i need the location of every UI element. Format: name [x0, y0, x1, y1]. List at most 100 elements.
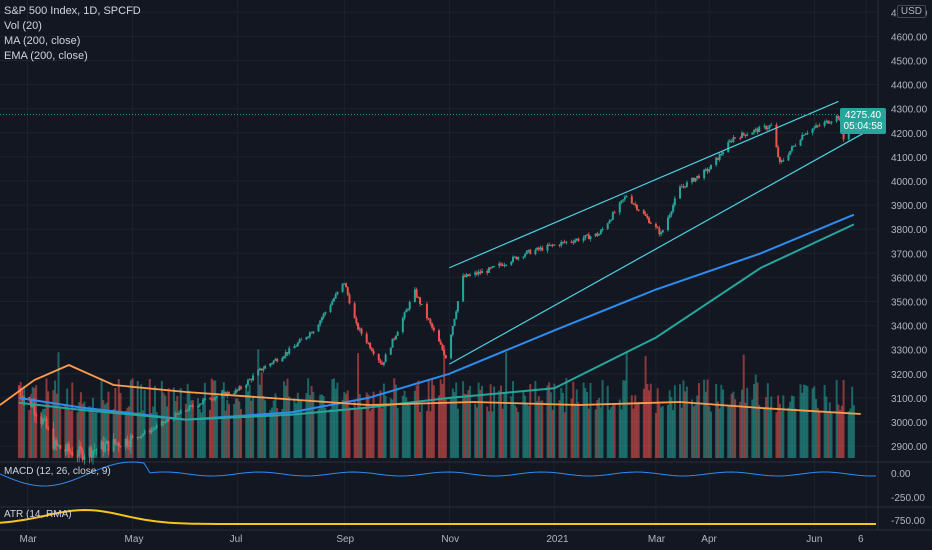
candle-body	[539, 247, 542, 250]
candle-body	[281, 358, 284, 362]
indicator-vol[interactable]: Vol (20)	[4, 20, 42, 32]
volume-bar	[281, 408, 284, 458]
volume-bar	[439, 379, 442, 458]
candle-body	[283, 356, 286, 359]
volume-bar	[694, 404, 697, 458]
y-tick-label: 3000.00	[891, 418, 928, 429]
volume-bar	[54, 380, 57, 458]
candle-body	[498, 263, 501, 267]
macd-label[interactable]: MACD (12, 26, close, 9)	[4, 466, 111, 477]
candle-body	[83, 456, 86, 460]
volume-bar	[209, 409, 212, 458]
candle-body	[172, 419, 175, 421]
volume-bar	[102, 400, 105, 458]
candle-body	[787, 154, 790, 161]
candle-body	[102, 441, 105, 452]
volume-bar	[283, 381, 286, 458]
channel-upper-line	[449, 100, 839, 269]
volume-bar	[770, 396, 773, 458]
candle-body	[685, 182, 688, 188]
symbol-title[interactable]: S&P 500 Index, 1D, SPCFD	[4, 5, 141, 17]
candle-body	[396, 332, 399, 336]
volume-bar	[40, 411, 43, 458]
volume-bar	[782, 395, 785, 458]
volume-bar	[67, 409, 70, 458]
volume-bar	[381, 408, 384, 458]
volume-bar	[413, 390, 416, 458]
volume-bar	[524, 395, 527, 458]
volume-bar	[66, 388, 69, 458]
candle-body	[365, 333, 368, 343]
candle-body	[818, 125, 821, 127]
candle-body	[744, 134, 747, 136]
candle-body	[565, 241, 568, 243]
atr-label[interactable]: ATR (14, RMA)	[4, 509, 72, 520]
volume-bar	[379, 390, 382, 458]
indicator-ma[interactable]: MA (200, close)	[4, 35, 81, 47]
candle-body	[212, 399, 215, 401]
candle-body	[475, 272, 478, 275]
last-price: 4275.40	[844, 110, 882, 121]
volume-bar	[481, 385, 484, 458]
volume-bar	[666, 404, 669, 458]
x-tick-label: 2021	[546, 534, 569, 545]
volume-bar	[119, 393, 122, 458]
volume-bar	[565, 378, 568, 458]
candle-body	[792, 145, 795, 147]
volume-bar	[467, 390, 470, 458]
candle-body	[517, 257, 520, 260]
candle-body	[706, 169, 709, 172]
volume-bar	[222, 382, 225, 458]
candle-body	[563, 241, 566, 243]
currency-selector[interactable]: USD	[896, 5, 926, 18]
candle-body	[654, 223, 657, 227]
volume-bar	[572, 381, 575, 458]
volume-bar	[501, 408, 504, 458]
volume-bar	[172, 387, 175, 458]
candle-body	[238, 386, 241, 391]
volume-bar	[740, 389, 743, 458]
volume-bar	[143, 389, 146, 458]
candle-body	[432, 327, 435, 331]
volume-bar	[43, 408, 46, 458]
candle-body	[827, 120, 830, 124]
candle-body	[634, 203, 637, 206]
candle-body	[474, 272, 477, 275]
volume-bar	[847, 411, 850, 458]
candle-body	[165, 419, 168, 422]
volume-bar	[680, 407, 683, 458]
candle-body	[716, 157, 719, 160]
candle-body	[456, 301, 459, 312]
volume-bar	[198, 409, 201, 458]
volume-bar	[450, 398, 453, 458]
volume-bar	[394, 384, 397, 458]
candle-body	[553, 244, 556, 246]
volume-bar	[474, 403, 477, 458]
volume-bar	[584, 387, 587, 458]
candle-body	[141, 434, 144, 436]
candle-body	[222, 391, 225, 393]
candle-body	[789, 150, 792, 155]
candle-body	[768, 125, 771, 128]
volume-bar	[343, 392, 346, 458]
volume-bar	[489, 384, 492, 458]
candle-body	[67, 444, 70, 452]
candle-body	[596, 233, 599, 236]
candle-body	[697, 175, 700, 179]
candle-body	[537, 247, 540, 250]
volume-bar	[465, 394, 468, 458]
x-tick-label: Mar	[648, 534, 666, 545]
candle-body	[264, 366, 267, 369]
volume-bar	[697, 383, 700, 458]
volume-bar	[196, 398, 199, 458]
indicator-ema[interactable]: EMA (200, close)	[4, 50, 88, 62]
volume-bar	[160, 381, 163, 458]
volume-bar	[310, 385, 313, 458]
volume-bar	[95, 411, 98, 458]
volume-bar	[224, 410, 227, 458]
volume-bar	[164, 395, 167, 458]
volume-bar	[179, 388, 182, 458]
candle-body	[334, 294, 337, 299]
volume-bar	[28, 410, 31, 458]
